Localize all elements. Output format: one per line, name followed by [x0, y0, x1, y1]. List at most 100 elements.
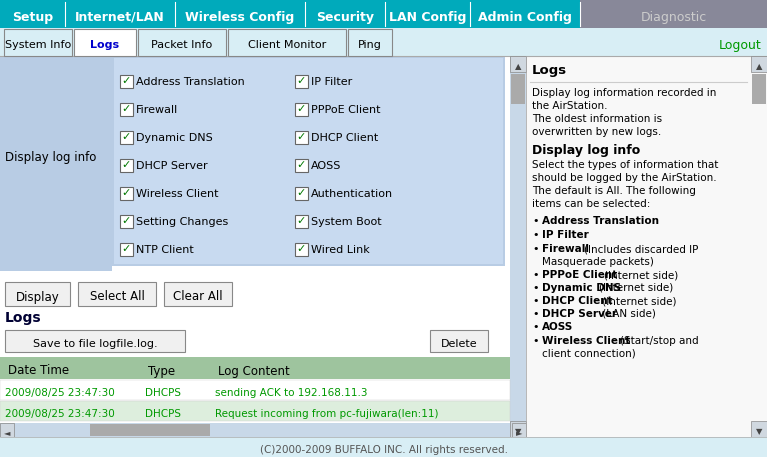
Text: Request incoming from pc-fujiwara(len:11): Request incoming from pc-fujiwara(len:11…: [215, 409, 439, 419]
Bar: [295, 215, 308, 228]
Text: Logs: Logs: [91, 40, 120, 50]
Bar: [295, 159, 308, 172]
Text: ◄: ◄: [4, 429, 10, 437]
Text: Dynamic DNS: Dynamic DNS: [136, 133, 212, 143]
Text: NTP Client: NTP Client: [136, 245, 194, 255]
Text: (Includes discarded IP: (Includes discarded IP: [584, 244, 698, 254]
Text: (C)2000-2009 BUFFALO INC. All rights reserved.: (C)2000-2009 BUFFALO INC. All rights res…: [259, 445, 508, 455]
Text: •: •: [532, 309, 538, 319]
Text: (Internet side): (Internet side): [599, 283, 673, 293]
Bar: [751, 56, 767, 72]
Bar: [0, 401, 510, 421]
Text: (LAN side): (LAN side): [599, 309, 656, 319]
Text: ▲: ▲: [755, 63, 762, 71]
Text: System Boot: System Boot: [311, 217, 382, 227]
Text: Authentication: Authentication: [311, 189, 393, 199]
Text: Date Time: Date Time: [8, 365, 69, 377]
Bar: [0, 437, 767, 457]
Bar: [74, 29, 136, 56]
Text: Firewall: Firewall: [136, 105, 178, 115]
Bar: [580, 0, 767, 28]
Text: Admin Config: Admin Config: [478, 11, 572, 23]
Text: Setup: Setup: [12, 11, 53, 23]
Bar: [0, 380, 510, 400]
Text: Display log info: Display log info: [532, 144, 640, 157]
Text: Client Monitor: Client Monitor: [248, 40, 326, 50]
Text: •: •: [532, 244, 538, 254]
Text: •: •: [532, 270, 538, 280]
Text: Wired Link: Wired Link: [311, 245, 370, 255]
Bar: [5, 330, 185, 352]
Text: Display log info: Display log info: [5, 152, 97, 165]
Bar: [348, 29, 392, 56]
Text: DHCP Server: DHCP Server: [542, 309, 617, 319]
Bar: [120, 75, 133, 88]
Bar: [295, 103, 308, 116]
Text: Packet Info: Packet Info: [151, 40, 212, 50]
Text: •: •: [532, 336, 538, 346]
Text: ✓: ✓: [296, 188, 305, 198]
Text: ✓: ✓: [296, 244, 305, 254]
Bar: [0, 423, 14, 437]
Text: •: •: [532, 216, 538, 226]
Text: ▼: ▼: [755, 427, 762, 436]
Text: Dynamic DNS: Dynamic DNS: [542, 283, 621, 293]
Text: Address Translation: Address Translation: [542, 216, 659, 226]
Bar: [120, 187, 133, 200]
Text: •: •: [532, 283, 538, 293]
Text: PPPoE Client: PPPoE Client: [311, 105, 380, 115]
Bar: [4, 29, 72, 56]
Text: Wireless Client: Wireless Client: [542, 336, 630, 346]
Text: AOSS: AOSS: [542, 322, 573, 332]
Text: Wireless Client: Wireless Client: [136, 189, 219, 199]
Text: ✓: ✓: [121, 132, 130, 142]
Bar: [164, 282, 232, 306]
Bar: [752, 74, 766, 104]
Text: (Internet side): (Internet side): [604, 270, 679, 280]
Text: Type: Type: [148, 365, 175, 377]
Text: ✓: ✓: [296, 104, 305, 114]
Bar: [510, 421, 526, 437]
Text: (Internet side): (Internet side): [599, 296, 676, 306]
Text: Ping: Ping: [358, 40, 382, 50]
Text: ✓: ✓: [121, 104, 130, 114]
Text: overwritten by new logs.: overwritten by new logs.: [532, 127, 661, 137]
Text: Logs: Logs: [5, 311, 41, 325]
Text: Select All: Select All: [90, 291, 144, 303]
Text: ✓: ✓: [296, 160, 305, 170]
Text: ✓: ✓: [121, 216, 130, 226]
Text: AOSS: AOSS: [311, 161, 341, 171]
Bar: [751, 421, 767, 437]
Text: sending ACK to 192.168.11.3: sending ACK to 192.168.11.3: [215, 388, 367, 398]
Bar: [114, 58, 503, 264]
Text: ✓: ✓: [121, 160, 130, 170]
Text: Internet/LAN: Internet/LAN: [75, 11, 165, 23]
Text: Save to file logfile.log.: Save to file logfile.log.: [33, 339, 157, 349]
Text: PPPoE Client: PPPoE Client: [542, 270, 617, 280]
Text: Address Translation: Address Translation: [136, 77, 245, 87]
Text: DHCPS: DHCPS: [145, 409, 181, 419]
Bar: [120, 131, 133, 144]
Text: Security: Security: [316, 11, 374, 23]
Bar: [90, 424, 210, 436]
Bar: [510, 56, 526, 72]
Text: Wireless Config: Wireless Config: [186, 11, 295, 23]
Text: IP Filter: IP Filter: [311, 77, 352, 87]
Text: DHCPS: DHCPS: [145, 388, 181, 398]
Bar: [295, 75, 308, 88]
Text: Logout: Logout: [719, 38, 762, 52]
Text: 2009/08/25 23:47:30: 2009/08/25 23:47:30: [5, 388, 115, 398]
Text: •: •: [532, 296, 538, 306]
Text: Diagnostic: Diagnostic: [640, 11, 706, 23]
Text: The oldest information is: The oldest information is: [532, 114, 662, 124]
Text: Setting Changes: Setting Changes: [136, 217, 229, 227]
Bar: [0, 56, 510, 437]
Text: Display log information recorded in: Display log information recorded in: [532, 88, 716, 98]
Bar: [0, 423, 526, 437]
Text: the AirStation.: the AirStation.: [532, 101, 607, 111]
Text: DHCP Server: DHCP Server: [136, 161, 208, 171]
Text: ✓: ✓: [121, 244, 130, 254]
Text: Logs: Logs: [532, 64, 567, 77]
Bar: [120, 243, 133, 256]
Text: LAN Config: LAN Config: [389, 11, 466, 23]
